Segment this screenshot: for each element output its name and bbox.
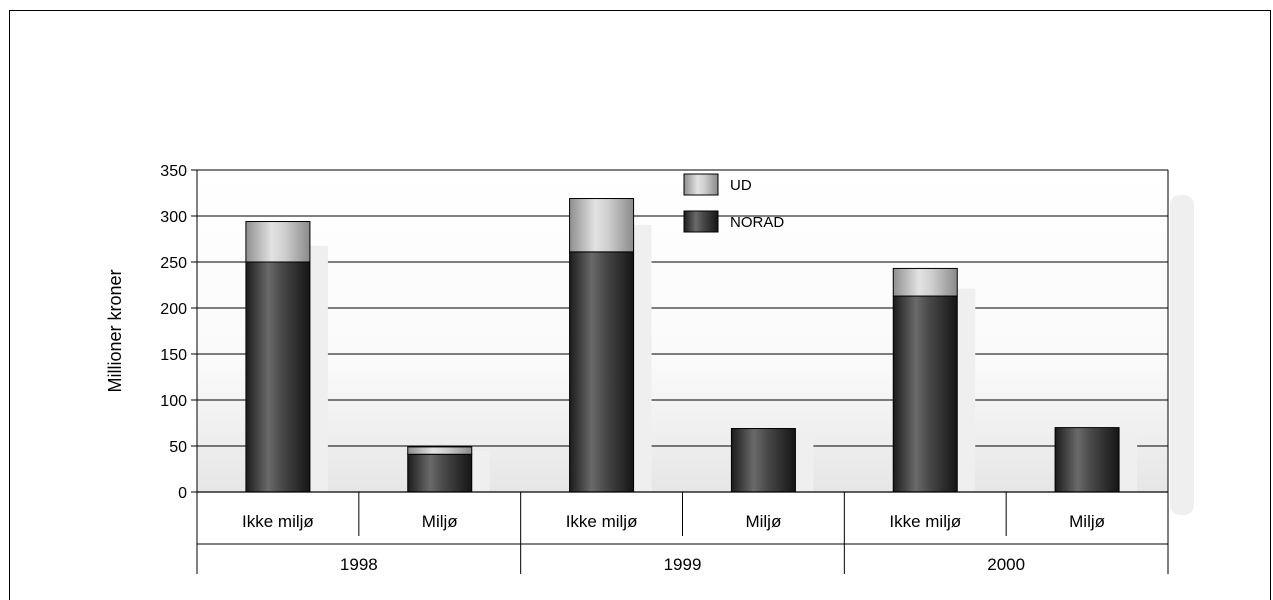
bar-norad — [892, 295, 958, 493]
group-label: 1999 — [664, 555, 702, 574]
legend-label-ud: UD — [730, 177, 752, 194]
bars — [245, 198, 1120, 493]
category-label: Miljø — [1069, 512, 1105, 531]
bar-ud — [245, 221, 311, 263]
bar-ud — [892, 267, 958, 297]
category-labels: Ikke miljø Miljø Ikke miljø Miljø Ikke miljø… — [196, 492, 1169, 574]
category-label: Ikke miljø — [566, 512, 638, 531]
y-tick-label: 150 — [160, 347, 187, 364]
bar-norad — [407, 453, 473, 493]
plot-shadow — [1170, 195, 1194, 515]
y-tick-label: 350 — [160, 163, 187, 180]
bar-norad — [569, 251, 635, 493]
y-tick-label: 200 — [160, 301, 187, 318]
chart-frame — [9, 10, 1271, 600]
group-labels: 1998 1999 2000 — [340, 555, 1025, 574]
legend-label-norad: NORAD — [730, 214, 784, 231]
legend: UD NORAD — [683, 173, 784, 233]
category-label: Miljø — [745, 512, 781, 531]
category-label: Ikke miljø — [889, 512, 961, 531]
y-tick-label: 0 — [178, 485, 187, 502]
y-tick-label: 50 — [169, 439, 187, 456]
bar-norad — [1054, 427, 1120, 493]
y-tick-label: 100 — [160, 393, 187, 410]
y-axis-label: Millioner kroner — [105, 269, 125, 392]
group-label: 1998 — [340, 555, 378, 574]
y-tick-label: 250 — [160, 255, 187, 272]
y-tick-label: 300 — [160, 209, 187, 226]
category-label: Ikke miljø — [242, 512, 314, 531]
bar-ud — [407, 446, 473, 455]
bar-norad — [245, 261, 311, 493]
group-label: 2000 — [987, 555, 1025, 574]
plot-background — [197, 170, 1168, 492]
y-tick-labels: 0 50 100 150 200 250 300 350 — [160, 163, 187, 502]
bar-ud — [569, 198, 635, 253]
category-label: Miljø — [422, 512, 458, 531]
bar-norad — [730, 428, 796, 493]
legend-swatch-norad — [683, 210, 719, 233]
legend-swatch-ud — [683, 173, 719, 196]
